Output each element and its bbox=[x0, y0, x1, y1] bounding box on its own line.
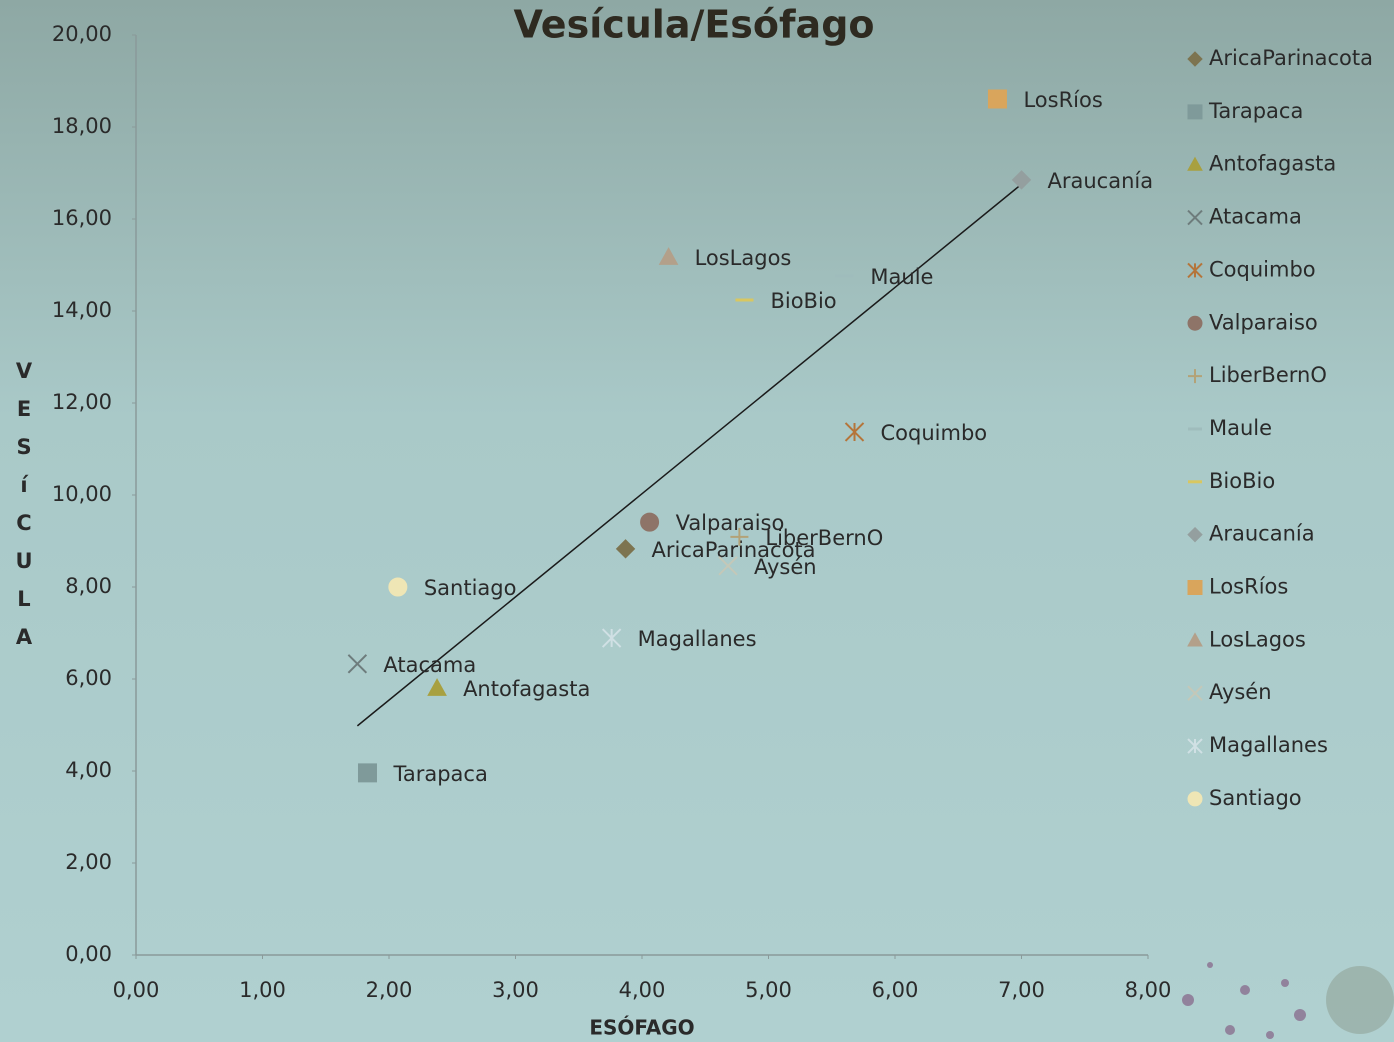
point-label: Aysén bbox=[754, 555, 817, 579]
y-tick-label: 4,00 bbox=[65, 758, 112, 782]
point bbox=[988, 90, 1006, 108]
legend-label: Antofagasta bbox=[1209, 152, 1336, 176]
page: Vesícula/Esófago ESÓFAGO 0,00 2,00 4,00 6,0… bbox=[0, 0, 1394, 1042]
y-tick-label: 0,00 bbox=[65, 942, 112, 966]
legend-marker bbox=[1188, 739, 1202, 753]
point-label: Antofagasta bbox=[463, 677, 590, 701]
point-label: Magallanes bbox=[638, 627, 757, 651]
y-tick-label: 14,00 bbox=[52, 298, 112, 322]
point-label: Atacama bbox=[383, 653, 476, 677]
y-tick-label: 18,00 bbox=[52, 114, 112, 138]
point bbox=[348, 655, 366, 673]
legend-marker bbox=[1188, 528, 1202, 542]
legend-label: Santiago bbox=[1209, 786, 1302, 810]
legend-label: LosRíos bbox=[1209, 575, 1288, 599]
point-label: LosRíos bbox=[1023, 88, 1102, 112]
y-tick-label: 10,00 bbox=[52, 482, 112, 506]
x-tick-label: 0,00 bbox=[113, 978, 160, 1002]
point bbox=[660, 248, 678, 264]
legend-label: Araucanía bbox=[1209, 522, 1315, 546]
x-tick-label: 6,00 bbox=[872, 978, 919, 1002]
y-tick-label: 16,00 bbox=[52, 206, 112, 230]
point bbox=[1013, 171, 1031, 189]
point-label: BioBio bbox=[770, 289, 836, 313]
x-tick-label: 1,00 bbox=[239, 978, 286, 1002]
legend-label: AricaParinacota bbox=[1209, 46, 1373, 70]
x-tick-label: 8,00 bbox=[1125, 978, 1172, 1002]
decoration bbox=[1182, 962, 1394, 1039]
legend-marker bbox=[1188, 581, 1202, 595]
legend-marker bbox=[1188, 158, 1202, 171]
legend-label: Coquimbo bbox=[1209, 257, 1316, 281]
legend-marker bbox=[1188, 792, 1202, 806]
x-tick-label: 3,00 bbox=[492, 978, 539, 1002]
point bbox=[617, 540, 635, 558]
x-axis-title: ESÓFAGO bbox=[589, 1016, 694, 1040]
point-label: Tarapaca bbox=[392, 762, 487, 786]
point-label: Maule bbox=[870, 265, 933, 289]
legend-label: LiberBernO bbox=[1209, 363, 1327, 387]
legend-marker bbox=[1188, 52, 1202, 66]
y-tick-label: 8,00 bbox=[65, 574, 112, 598]
legend-marker bbox=[1188, 633, 1202, 646]
legend-marker bbox=[1188, 686, 1202, 700]
legend-label: BioBio bbox=[1209, 469, 1275, 493]
chart: Vesícula/Esófago ESÓFAGO 0,00 2,00 4,00 6,0… bbox=[0, 0, 1394, 1042]
legend-marker bbox=[1188, 369, 1202, 383]
legend-label: Valparaiso bbox=[1209, 310, 1318, 334]
x-tick-label: 7,00 bbox=[998, 978, 1045, 1002]
legend-marker bbox=[1188, 316, 1202, 330]
y-axis-title: VESíCULA bbox=[14, 352, 34, 656]
x-tick-label: 5,00 bbox=[745, 978, 792, 1002]
x-tick-label: 4,00 bbox=[619, 978, 666, 1002]
point bbox=[428, 679, 446, 695]
legend-label: Maule bbox=[1209, 416, 1272, 440]
point-label: LiberBernO bbox=[765, 526, 883, 550]
y-tick-label: 2,00 bbox=[65, 850, 112, 874]
legend-label: Aysén bbox=[1209, 680, 1272, 704]
legend-marker bbox=[1188, 211, 1202, 225]
legend-marker bbox=[1188, 105, 1202, 119]
x-tick-label: 2,00 bbox=[366, 978, 413, 1002]
point bbox=[389, 578, 407, 596]
y-tick-label: 6,00 bbox=[65, 666, 112, 690]
legend-label: Magallanes bbox=[1209, 733, 1328, 757]
point-label: Coquimbo bbox=[881, 421, 988, 445]
point-label: LosLagos bbox=[695, 246, 792, 270]
legend-label: Tarapaca bbox=[1208, 99, 1303, 123]
point bbox=[641, 513, 659, 531]
point-label: Araucanía bbox=[1048, 169, 1154, 193]
point-label: Santiago bbox=[424, 576, 517, 600]
legend-label: Atacama bbox=[1209, 205, 1302, 229]
y-tick-label: 20,00 bbox=[52, 22, 112, 46]
point bbox=[846, 423, 864, 441]
legend-marker bbox=[1188, 263, 1202, 277]
chart-title: Vesícula/Esófago bbox=[513, 3, 874, 47]
point bbox=[603, 629, 621, 647]
point bbox=[358, 764, 376, 782]
y-tick-label: 12,00 bbox=[52, 390, 112, 414]
legend-label: LosLagos bbox=[1209, 627, 1306, 651]
